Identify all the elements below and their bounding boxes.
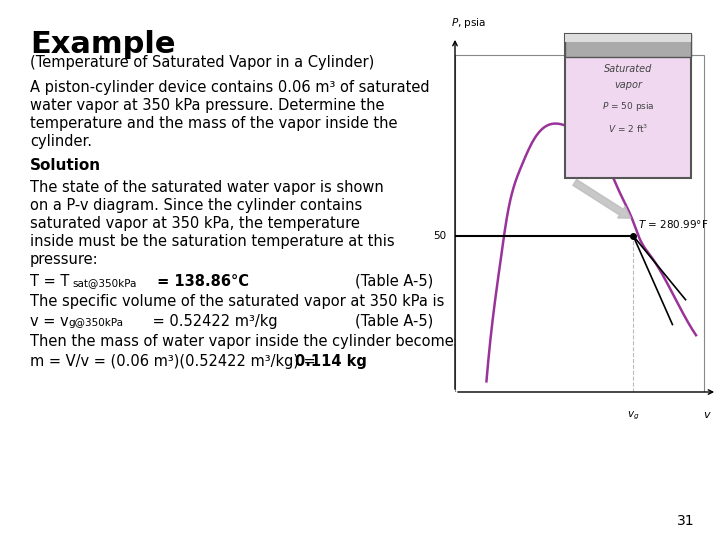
Text: Solution: Solution <box>30 158 101 173</box>
Text: vapor: vapor <box>614 80 642 90</box>
Text: cylinder.: cylinder. <box>30 134 92 149</box>
Text: = 138.86°C: = 138.86°C <box>152 274 249 289</box>
Text: saturated vapor at 350 kPa, the temperature: saturated vapor at 350 kPa, the temperat… <box>30 216 360 231</box>
Text: $\it{T}$ = 280.99°F: $\it{T}$ = 280.99°F <box>639 219 708 231</box>
Text: $v$: $v$ <box>703 410 712 420</box>
Text: on a P-v diagram. Since the cylinder contains: on a P-v diagram. Since the cylinder con… <box>30 198 362 213</box>
Text: water vapor at 350 kPa pressure. Determine the: water vapor at 350 kPa pressure. Determi… <box>30 98 384 113</box>
Text: 50: 50 <box>433 231 446 241</box>
Text: The specific volume of the saturated vapor at 350 kPa is: The specific volume of the saturated vap… <box>30 294 444 309</box>
Text: Example: Example <box>30 30 176 59</box>
Text: Then the mass of water vapor inside the cylinder becomes: Then the mass of water vapor inside the … <box>30 334 462 349</box>
Text: (Temperature of Saturated Vapor in a Cylinder): (Temperature of Saturated Vapor in a Cyl… <box>30 55 374 70</box>
Text: = 0.52422 m³/kg: = 0.52422 m³/kg <box>148 314 278 329</box>
Text: v = v: v = v <box>30 314 68 329</box>
Text: $\it{P}$ = 50 psia: $\it{P}$ = 50 psia <box>602 99 654 112</box>
Text: 0.114 kg: 0.114 kg <box>295 354 367 369</box>
Text: A piston-cylinder device contains 0.06 m³ of saturated: A piston-cylinder device contains 0.06 m… <box>30 80 430 95</box>
Text: inside must be the saturation temperature at this: inside must be the saturation temperatur… <box>30 234 395 249</box>
Text: T = T: T = T <box>30 274 69 289</box>
Text: $P$, psia: $P$, psia <box>451 16 486 30</box>
Text: g@350kPa: g@350kPa <box>68 318 123 328</box>
Text: 31: 31 <box>678 514 695 528</box>
Text: (Table A-5): (Table A-5) <box>355 314 433 329</box>
Bar <box>565 35 691 57</box>
Text: sat@350kPa: sat@350kPa <box>72 278 136 288</box>
Text: pressure:: pressure: <box>30 252 99 267</box>
Text: The state of the saturated water vapor is shown: The state of the saturated water vapor i… <box>30 180 384 195</box>
Text: temperature and the mass of the vapor inside the: temperature and the mass of the vapor in… <box>30 116 397 131</box>
Text: $v_g$: $v_g$ <box>627 410 639 422</box>
Text: Saturated: Saturated <box>604 64 652 75</box>
Text: (Table A-5): (Table A-5) <box>355 274 433 289</box>
Text: m = V/v = (0.06 m³)(0.52422 m³/kg) =: m = V/v = (0.06 m³)(0.52422 m³/kg) = <box>30 354 320 369</box>
Text: $\it{V}$ = 2 ft$^3$: $\it{V}$ = 2 ft$^3$ <box>608 122 648 134</box>
Bar <box>565 35 691 42</box>
